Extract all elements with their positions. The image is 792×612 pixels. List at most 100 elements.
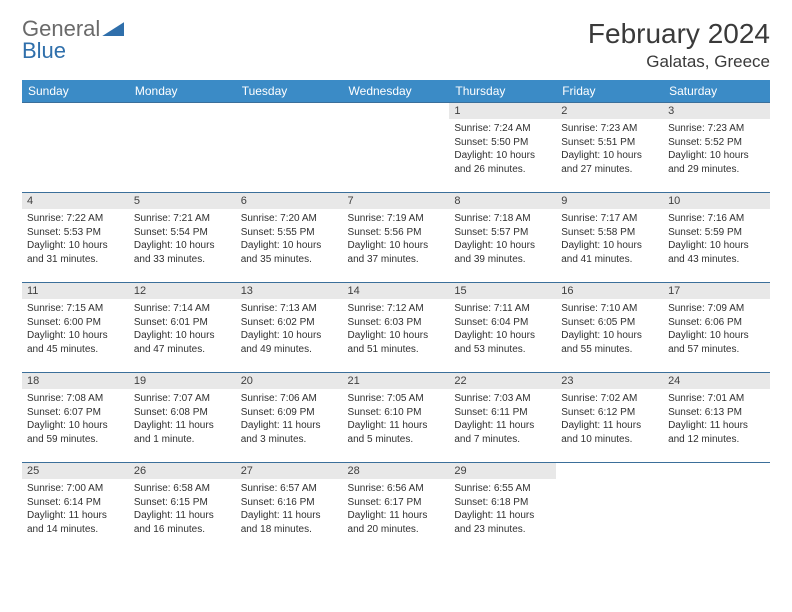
sunset-text: Sunset: 5:59 PM <box>668 226 765 240</box>
daylight-text: Daylight: 11 hours and 18 minutes. <box>241 509 338 536</box>
daylight-text: Daylight: 10 hours and 59 minutes. <box>27 419 124 446</box>
day-number: 17 <box>663 283 770 299</box>
col-thursday: Thursday <box>449 80 556 103</box>
sunset-text: Sunset: 5:52 PM <box>668 136 765 150</box>
daylight-text: Daylight: 10 hours and 39 minutes. <box>454 239 551 266</box>
calendar-cell: 19Sunrise: 7:07 AMSunset: 6:08 PMDayligh… <box>129 373 236 463</box>
day-details: Sunrise: 7:07 AMSunset: 6:08 PMDaylight:… <box>129 389 236 450</box>
calendar-cell: 15Sunrise: 7:11 AMSunset: 6:04 PMDayligh… <box>449 283 556 373</box>
daylight-text: Daylight: 10 hours and 47 minutes. <box>134 329 231 356</box>
sunset-text: Sunset: 6:18 PM <box>454 496 551 510</box>
day-details: Sunrise: 7:20 AMSunset: 5:55 PMDaylight:… <box>236 209 343 270</box>
calendar-cell: 18Sunrise: 7:08 AMSunset: 6:07 PMDayligh… <box>22 373 129 463</box>
calendar-week: 11Sunrise: 7:15 AMSunset: 6:00 PMDayligh… <box>22 283 770 373</box>
daylight-text: Daylight: 11 hours and 7 minutes. <box>454 419 551 446</box>
day-details: Sunrise: 7:14 AMSunset: 6:01 PMDaylight:… <box>129 299 236 360</box>
day-number <box>663 463 770 467</box>
day-number: 8 <box>449 193 556 209</box>
sunset-text: Sunset: 6:17 PM <box>348 496 445 510</box>
sunset-text: Sunset: 6:01 PM <box>134 316 231 330</box>
sunrise-text: Sunrise: 7:23 AM <box>668 122 765 136</box>
sunrise-text: Sunrise: 7:12 AM <box>348 302 445 316</box>
calendar-cell: 5Sunrise: 7:21 AMSunset: 5:54 PMDaylight… <box>129 193 236 283</box>
day-details: Sunrise: 7:09 AMSunset: 6:06 PMDaylight:… <box>663 299 770 360</box>
sunrise-text: Sunrise: 6:58 AM <box>134 482 231 496</box>
sunset-text: Sunset: 5:50 PM <box>454 136 551 150</box>
sunrise-text: Sunrise: 7:17 AM <box>561 212 658 226</box>
sunset-text: Sunset: 6:13 PM <box>668 406 765 420</box>
day-details: Sunrise: 7:12 AMSunset: 6:03 PMDaylight:… <box>343 299 450 360</box>
day-details: Sunrise: 6:58 AMSunset: 6:15 PMDaylight:… <box>129 479 236 540</box>
sunrise-text: Sunrise: 7:06 AM <box>241 392 338 406</box>
brand-part2: Blue <box>22 38 66 63</box>
calendar-cell <box>343 103 450 193</box>
day-number: 25 <box>22 463 129 479</box>
day-number: 5 <box>129 193 236 209</box>
day-details: Sunrise: 7:05 AMSunset: 6:10 PMDaylight:… <box>343 389 450 450</box>
sunrise-text: Sunrise: 6:55 AM <box>454 482 551 496</box>
day-details: Sunrise: 7:24 AMSunset: 5:50 PMDaylight:… <box>449 119 556 180</box>
sunrise-text: Sunrise: 6:57 AM <box>241 482 338 496</box>
daylight-text: Daylight: 10 hours and 55 minutes. <box>561 329 658 356</box>
calendar-cell: 21Sunrise: 7:05 AMSunset: 6:10 PMDayligh… <box>343 373 450 463</box>
daylight-text: Daylight: 10 hours and 51 minutes. <box>348 329 445 356</box>
calendar-cell <box>556 463 663 553</box>
day-number: 16 <box>556 283 663 299</box>
sunrise-text: Sunrise: 7:07 AM <box>134 392 231 406</box>
day-number: 6 <box>236 193 343 209</box>
daylight-text: Daylight: 11 hours and 5 minutes. <box>348 419 445 446</box>
header: GeneralBlue February 2024 Galatas, Greec… <box>22 18 770 72</box>
day-number: 9 <box>556 193 663 209</box>
daylight-text: Daylight: 10 hours and 43 minutes. <box>668 239 765 266</box>
daylight-text: Daylight: 10 hours and 26 minutes. <box>454 149 551 176</box>
col-friday: Friday <box>556 80 663 103</box>
sunset-text: Sunset: 6:08 PM <box>134 406 231 420</box>
sunset-text: Sunset: 6:00 PM <box>27 316 124 330</box>
sunset-text: Sunset: 6:11 PM <box>454 406 551 420</box>
sunset-text: Sunset: 5:55 PM <box>241 226 338 240</box>
day-number: 24 <box>663 373 770 389</box>
day-number: 10 <box>663 193 770 209</box>
sunset-text: Sunset: 5:54 PM <box>134 226 231 240</box>
month-title: February 2024 <box>588 18 770 50</box>
brand-logo: GeneralBlue <box>22 18 124 62</box>
daylight-text: Daylight: 11 hours and 20 minutes. <box>348 509 445 536</box>
daylight-text: Daylight: 10 hours and 53 minutes. <box>454 329 551 356</box>
calendar-cell: 23Sunrise: 7:02 AMSunset: 6:12 PMDayligh… <box>556 373 663 463</box>
sunrise-text: Sunrise: 7:10 AM <box>561 302 658 316</box>
daylight-text: Daylight: 10 hours and 49 minutes. <box>241 329 338 356</box>
sunset-text: Sunset: 6:05 PM <box>561 316 658 330</box>
sunrise-text: Sunrise: 7:19 AM <box>348 212 445 226</box>
day-header-row: Sunday Monday Tuesday Wednesday Thursday… <box>22 80 770 103</box>
location-label: Galatas, Greece <box>588 52 770 72</box>
sunset-text: Sunset: 6:16 PM <box>241 496 338 510</box>
day-number: 26 <box>129 463 236 479</box>
day-number: 19 <box>129 373 236 389</box>
calendar-cell: 22Sunrise: 7:03 AMSunset: 6:11 PMDayligh… <box>449 373 556 463</box>
day-number: 29 <box>449 463 556 479</box>
sunrise-text: Sunrise: 7:16 AM <box>668 212 765 226</box>
calendar-week: 4Sunrise: 7:22 AMSunset: 5:53 PMDaylight… <box>22 193 770 283</box>
day-number: 23 <box>556 373 663 389</box>
day-number: 21 <box>343 373 450 389</box>
day-number: 27 <box>236 463 343 479</box>
calendar-cell: 9Sunrise: 7:17 AMSunset: 5:58 PMDaylight… <box>556 193 663 283</box>
col-saturday: Saturday <box>663 80 770 103</box>
sunset-text: Sunset: 6:02 PM <box>241 316 338 330</box>
sunrise-text: Sunrise: 7:09 AM <box>668 302 765 316</box>
sunrise-text: Sunrise: 7:20 AM <box>241 212 338 226</box>
day-details: Sunrise: 7:21 AMSunset: 5:54 PMDaylight:… <box>129 209 236 270</box>
sunset-text: Sunset: 5:57 PM <box>454 226 551 240</box>
sunset-text: Sunset: 5:58 PM <box>561 226 658 240</box>
calendar-cell: 24Sunrise: 7:01 AMSunset: 6:13 PMDayligh… <box>663 373 770 463</box>
daylight-text: Daylight: 11 hours and 3 minutes. <box>241 419 338 446</box>
sunrise-text: Sunrise: 7:00 AM <box>27 482 124 496</box>
calendar-body: 1Sunrise: 7:24 AMSunset: 5:50 PMDaylight… <box>22 103 770 553</box>
sunrise-text: Sunrise: 7:11 AM <box>454 302 551 316</box>
sunrise-text: Sunrise: 7:21 AM <box>134 212 231 226</box>
day-details: Sunrise: 7:15 AMSunset: 6:00 PMDaylight:… <box>22 299 129 360</box>
calendar-cell: 20Sunrise: 7:06 AMSunset: 6:09 PMDayligh… <box>236 373 343 463</box>
sunrise-text: Sunrise: 7:18 AM <box>454 212 551 226</box>
day-number: 4 <box>22 193 129 209</box>
day-details: Sunrise: 7:23 AMSunset: 5:52 PMDaylight:… <box>663 119 770 180</box>
